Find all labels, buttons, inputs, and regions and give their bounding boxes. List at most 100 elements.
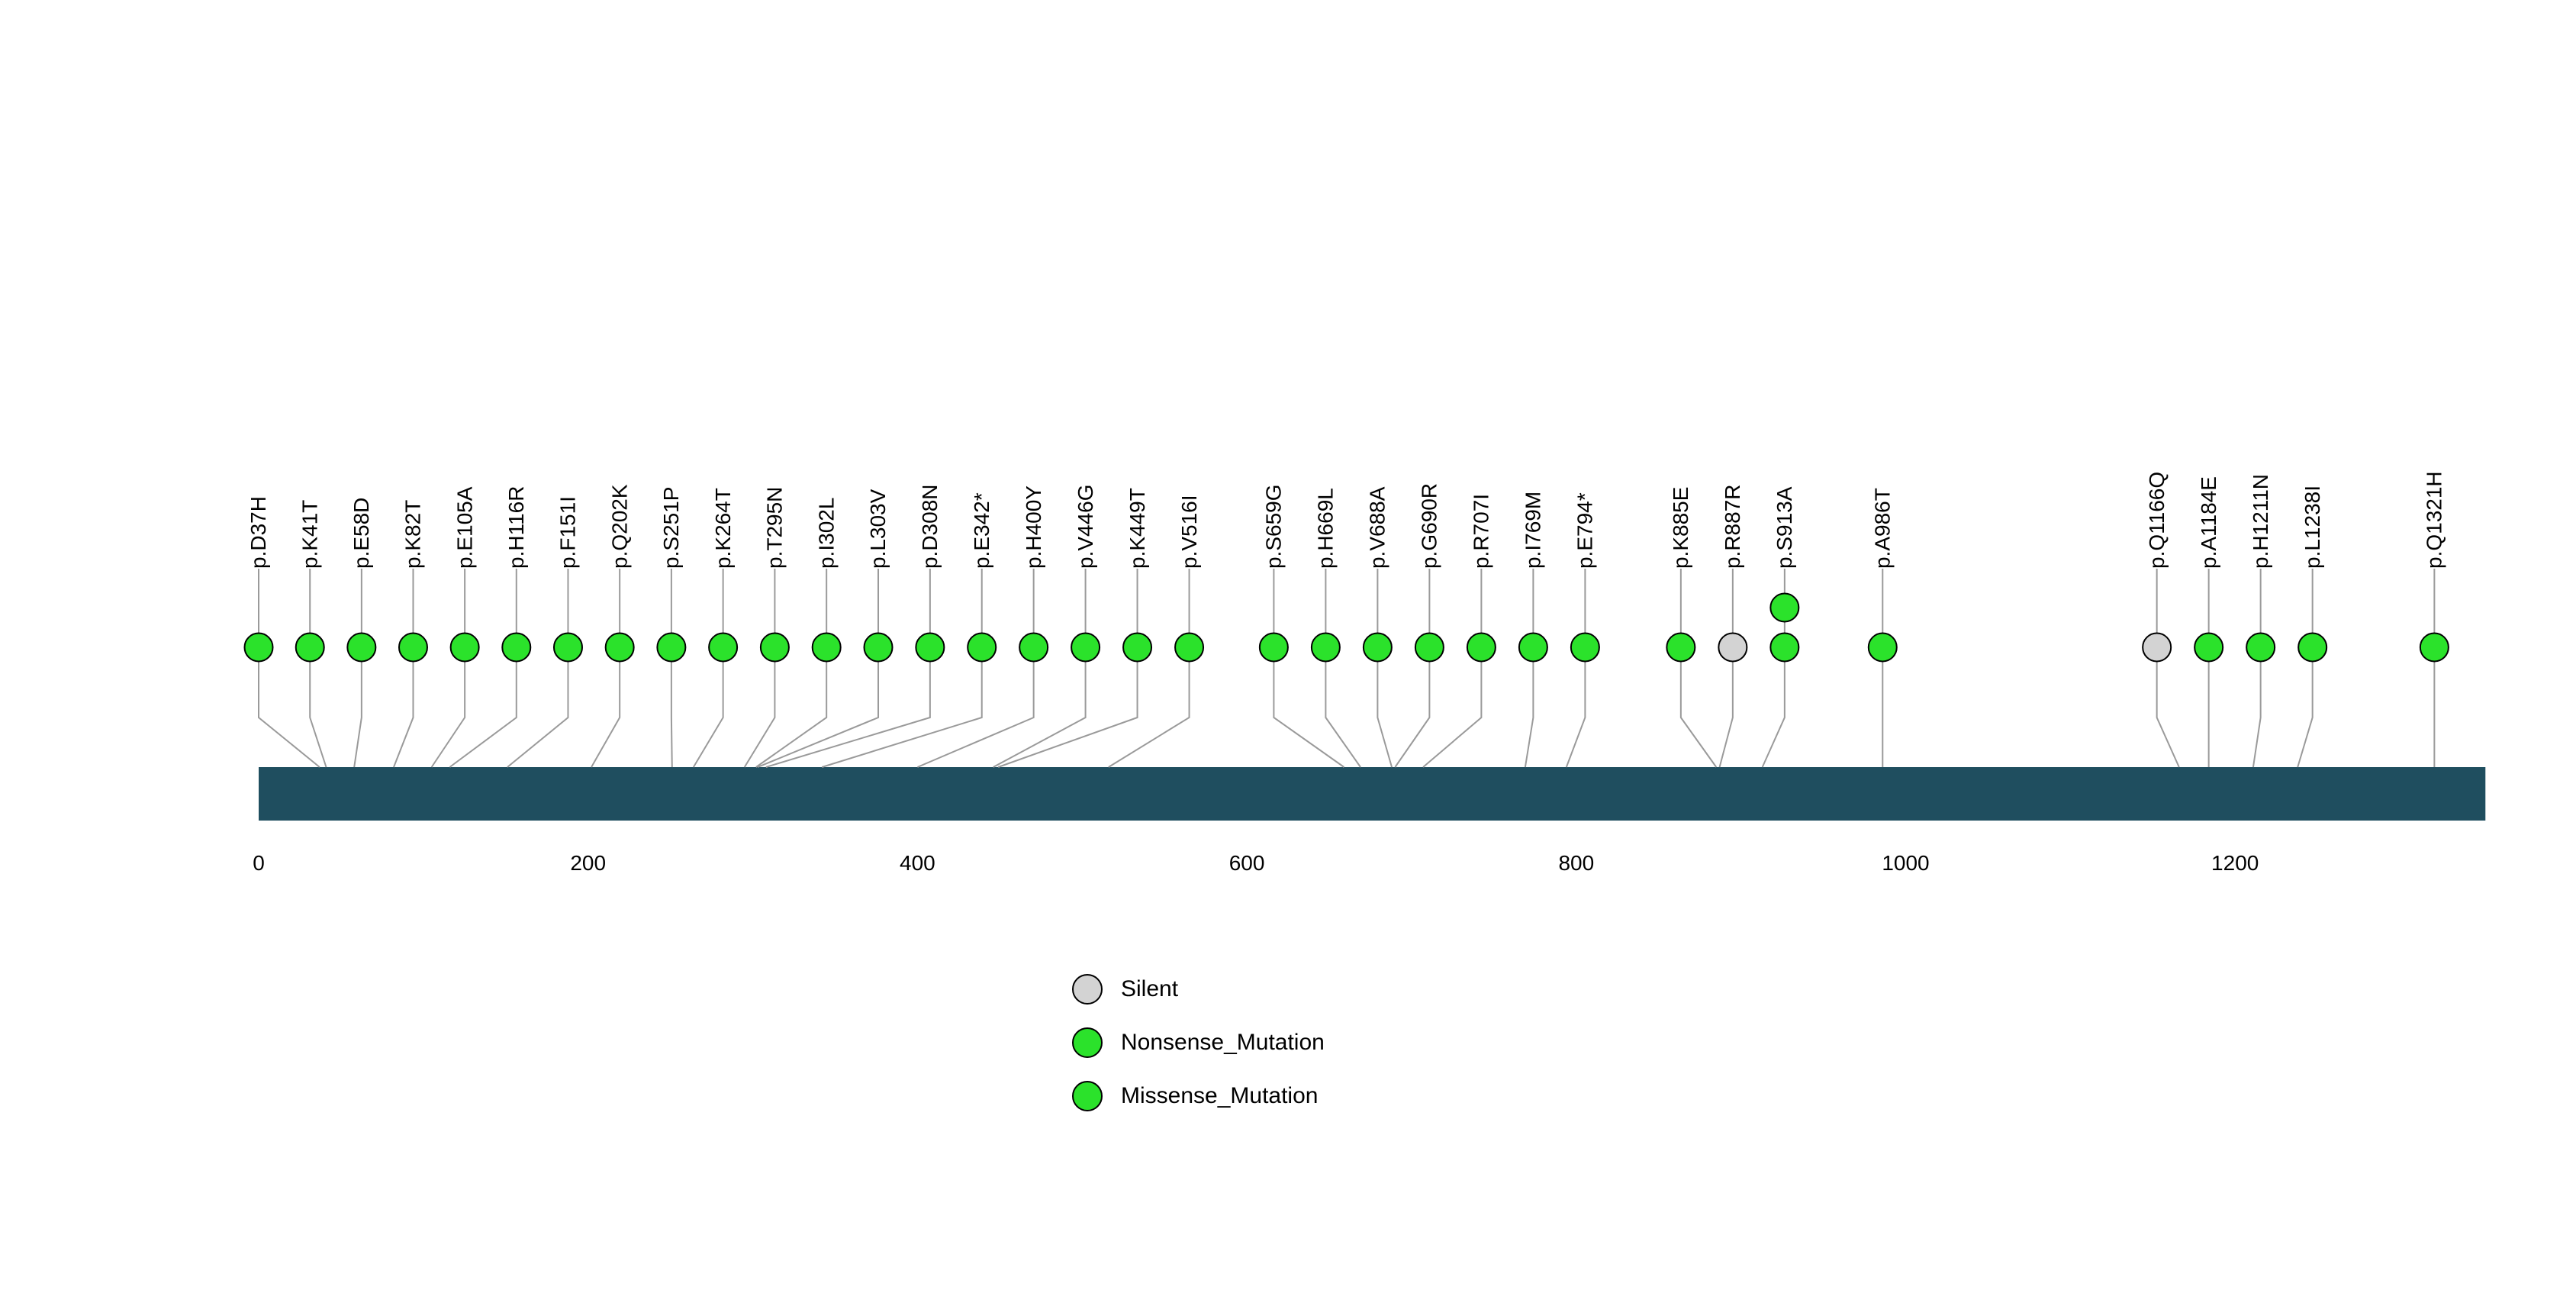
mutation-label: p.F151I <box>556 496 580 569</box>
mutation-circle <box>1518 632 1548 663</box>
mutation-circles <box>243 592 2449 663</box>
lollipop-line <box>1679 569 1718 768</box>
legend-item-missense: Missense_Mutation <box>1072 1069 1325 1123</box>
legend-label-silent: Silent <box>1121 976 1179 1001</box>
mutation-circle <box>1769 632 1800 663</box>
mutation-label: p.I302L <box>814 498 838 569</box>
mutation-label: p.E342* <box>970 492 993 569</box>
mutation-label: p.Q1321H <box>2423 471 2446 569</box>
lollipop-line <box>353 569 362 768</box>
lollipop-line <box>755 569 828 768</box>
mutation-circle <box>243 632 274 663</box>
mutation-circle <box>1769 592 1800 623</box>
legend-label-nonsense: Nonsense_Mutation <box>1121 1030 1325 1055</box>
lollipop-line <box>917 569 1035 768</box>
mutation-label: p.R707I <box>1470 494 1493 569</box>
mutation-label: p.D308N <box>918 484 942 569</box>
x-axis-tick-label: 0 <box>253 851 265 875</box>
lollipop-line <box>258 569 320 768</box>
legend: Silent Nonsense_Mutation Missense_Mutati… <box>1072 963 1325 1123</box>
mutation-circle <box>708 632 739 663</box>
mutation-label: p.S913A <box>1773 486 1796 569</box>
mutation-circle <box>346 632 377 663</box>
mutation-label: p.K41T <box>298 500 321 569</box>
x-axis-tick-label: 600 <box>1229 851 1265 875</box>
mutation-circle <box>863 632 894 663</box>
mutation-circle <box>398 632 428 663</box>
missense-swatch-icon <box>1072 1081 1103 1111</box>
mutation-circle <box>1122 632 1153 663</box>
legend-item-nonsense: Nonsense_Mutation <box>1072 1016 1325 1069</box>
mutation-circle <box>967 632 997 663</box>
mutation-label: p.A1184E <box>2197 476 2220 569</box>
mutation-circle <box>915 632 945 663</box>
lollipop-line <box>393 569 414 768</box>
x-axis: 0 200 400 600 800 1000 1200 <box>253 851 2259 875</box>
lollipop-line <box>1565 569 1586 768</box>
mutation-circle <box>1071 632 1101 663</box>
mutation-label: p.L303V <box>866 489 890 569</box>
x-axis-tick-label: 400 <box>900 851 935 875</box>
x-axis-tick-label: 1000 <box>1882 851 1929 875</box>
mutation-circle <box>1362 632 1393 663</box>
mutation-label: p.H1211N <box>2249 474 2272 569</box>
mutation-circle <box>1414 632 1444 663</box>
lollipop-line <box>591 569 621 768</box>
lollipop-line <box>1422 569 1483 768</box>
lollipop-line <box>1524 569 1534 768</box>
mutation-circle <box>1718 632 1748 663</box>
mutation-circle <box>2246 632 2276 663</box>
mutation-circle <box>604 632 635 663</box>
connector-lines <box>258 569 2436 768</box>
mutation-circle <box>811 632 842 663</box>
lollipop-line <box>1273 569 1345 768</box>
mutation-circle <box>449 632 480 663</box>
mutation-label: p.K82T <box>401 500 425 569</box>
x-axis-tick-label: 800 <box>1558 851 1594 875</box>
lollipop-line <box>997 569 1138 768</box>
mutation-label: p.V516I <box>1177 495 1201 569</box>
mutation-circle <box>2419 632 2449 663</box>
legend-label-missense: Missense_Mutation <box>1121 1083 1319 1108</box>
mutation-label: p.L1238I <box>2301 485 2324 569</box>
lollipop-line <box>507 569 569 768</box>
mutation-label: p.E105A <box>452 486 476 569</box>
lollipop-line <box>309 569 327 768</box>
mutation-label: p.V688A <box>1366 486 1389 569</box>
lollipop-line <box>1325 569 1361 768</box>
mutation-circle <box>1666 632 1696 663</box>
lollipop-line <box>821 569 983 768</box>
mutation-label: p.E794* <box>1573 492 1597 569</box>
mutation-label: p.H400Y <box>1022 485 1045 569</box>
mutation-circle <box>1310 632 1341 663</box>
mutation-circle <box>1570 632 1600 663</box>
mutation-label: p.I769M <box>1521 492 1545 569</box>
lollipop-line <box>1394 569 1431 768</box>
protein-backbone-bar <box>259 767 2486 821</box>
mutation-circle <box>1019 632 1049 663</box>
lollipop-line <box>1718 569 1734 768</box>
mutation-circle <box>2194 632 2224 663</box>
mutation-label: p.K264T <box>711 488 735 569</box>
mutation-label: p.V446G <box>1074 484 1097 569</box>
mutation-label: p.A986T <box>1871 488 1895 569</box>
x-axis-tick-label: 200 <box>570 851 606 875</box>
lollipop-line <box>1108 569 1190 768</box>
mutation-labels: p.D37H p.K41T p.E58D p.K82T p.E105A p.H116R p.… <box>246 471 2446 569</box>
mutation-circle <box>2297 632 2328 663</box>
lollipop-line <box>993 569 1087 768</box>
mutation-circle <box>1466 632 1496 663</box>
mutation-circle <box>2142 632 2172 663</box>
legend-item-silent: Silent <box>1072 963 1325 1016</box>
lollipop-line <box>449 569 517 768</box>
lollipop-line <box>2252 569 2262 768</box>
lollipop-line <box>692 569 724 768</box>
x-axis-tick-label: 1200 <box>2211 851 2259 875</box>
mutation-label: p.K885E <box>1669 487 1692 569</box>
mutation-label: p.K449T <box>1125 488 1149 569</box>
mutation-label: p.H669L <box>1314 488 1338 569</box>
mutation-circle <box>501 632 532 663</box>
nonsense-swatch-icon <box>1072 1027 1103 1058</box>
